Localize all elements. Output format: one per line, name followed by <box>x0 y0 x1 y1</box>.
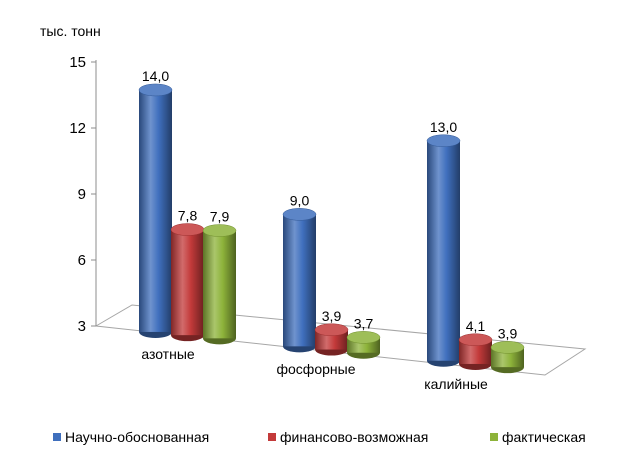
category-label: калийные <box>424 376 488 392</box>
bar-0-2 <box>202 224 237 345</box>
category-label: азотные <box>141 346 195 362</box>
bar-1-2 <box>346 331 381 359</box>
legend-label: Научно-обоснованная <box>65 429 209 445</box>
legend-swatch <box>490 433 498 441</box>
bar-2-1 <box>458 333 493 370</box>
data-label: 3,7 <box>354 315 374 331</box>
data-label: 4,1 <box>466 318 486 334</box>
legend-label: финансово-возможная <box>280 429 428 445</box>
bar-0-1 <box>170 223 205 342</box>
y-tick-label: 15 <box>69 54 86 71</box>
data-label: 9,0 <box>290 192 310 208</box>
data-label: 7,9 <box>210 209 230 225</box>
bar-2-0 <box>426 134 461 367</box>
bar-2-2 <box>490 341 525 374</box>
legend: Научно-обоснованная финансово-возможная фа… <box>53 429 586 445</box>
bar-1-0 <box>282 208 317 353</box>
data-label: 7,8 <box>178 208 198 224</box>
bars: 14,0 7,8 7,9 9,0 3,9 3,7 13,0 4,1 3,9 <box>138 68 525 374</box>
y-tick-label: 6 <box>78 252 86 269</box>
y-axis-unit-label: тыс. тонн <box>40 23 101 39</box>
y-tick-label: 9 <box>78 186 86 203</box>
y-axis: 3 6 9 12 15 <box>69 54 96 335</box>
data-label: 3,9 <box>498 325 518 341</box>
bar-0-0 <box>138 83 173 338</box>
data-label: 14,0 <box>142 68 169 84</box>
y-tick-label: 12 <box>69 120 86 137</box>
bar-1-1 <box>314 323 349 356</box>
data-label: 13,0 <box>430 119 457 135</box>
category-label: фосфорные <box>277 361 356 377</box>
legend-swatch <box>268 433 276 441</box>
y-tick-label: 3 <box>78 318 86 335</box>
category-labels: азотные фосфорные калийные <box>141 346 488 392</box>
legend-swatch <box>53 433 61 441</box>
data-label: 3,9 <box>322 308 342 324</box>
legend-label: фактическая <box>502 429 586 445</box>
